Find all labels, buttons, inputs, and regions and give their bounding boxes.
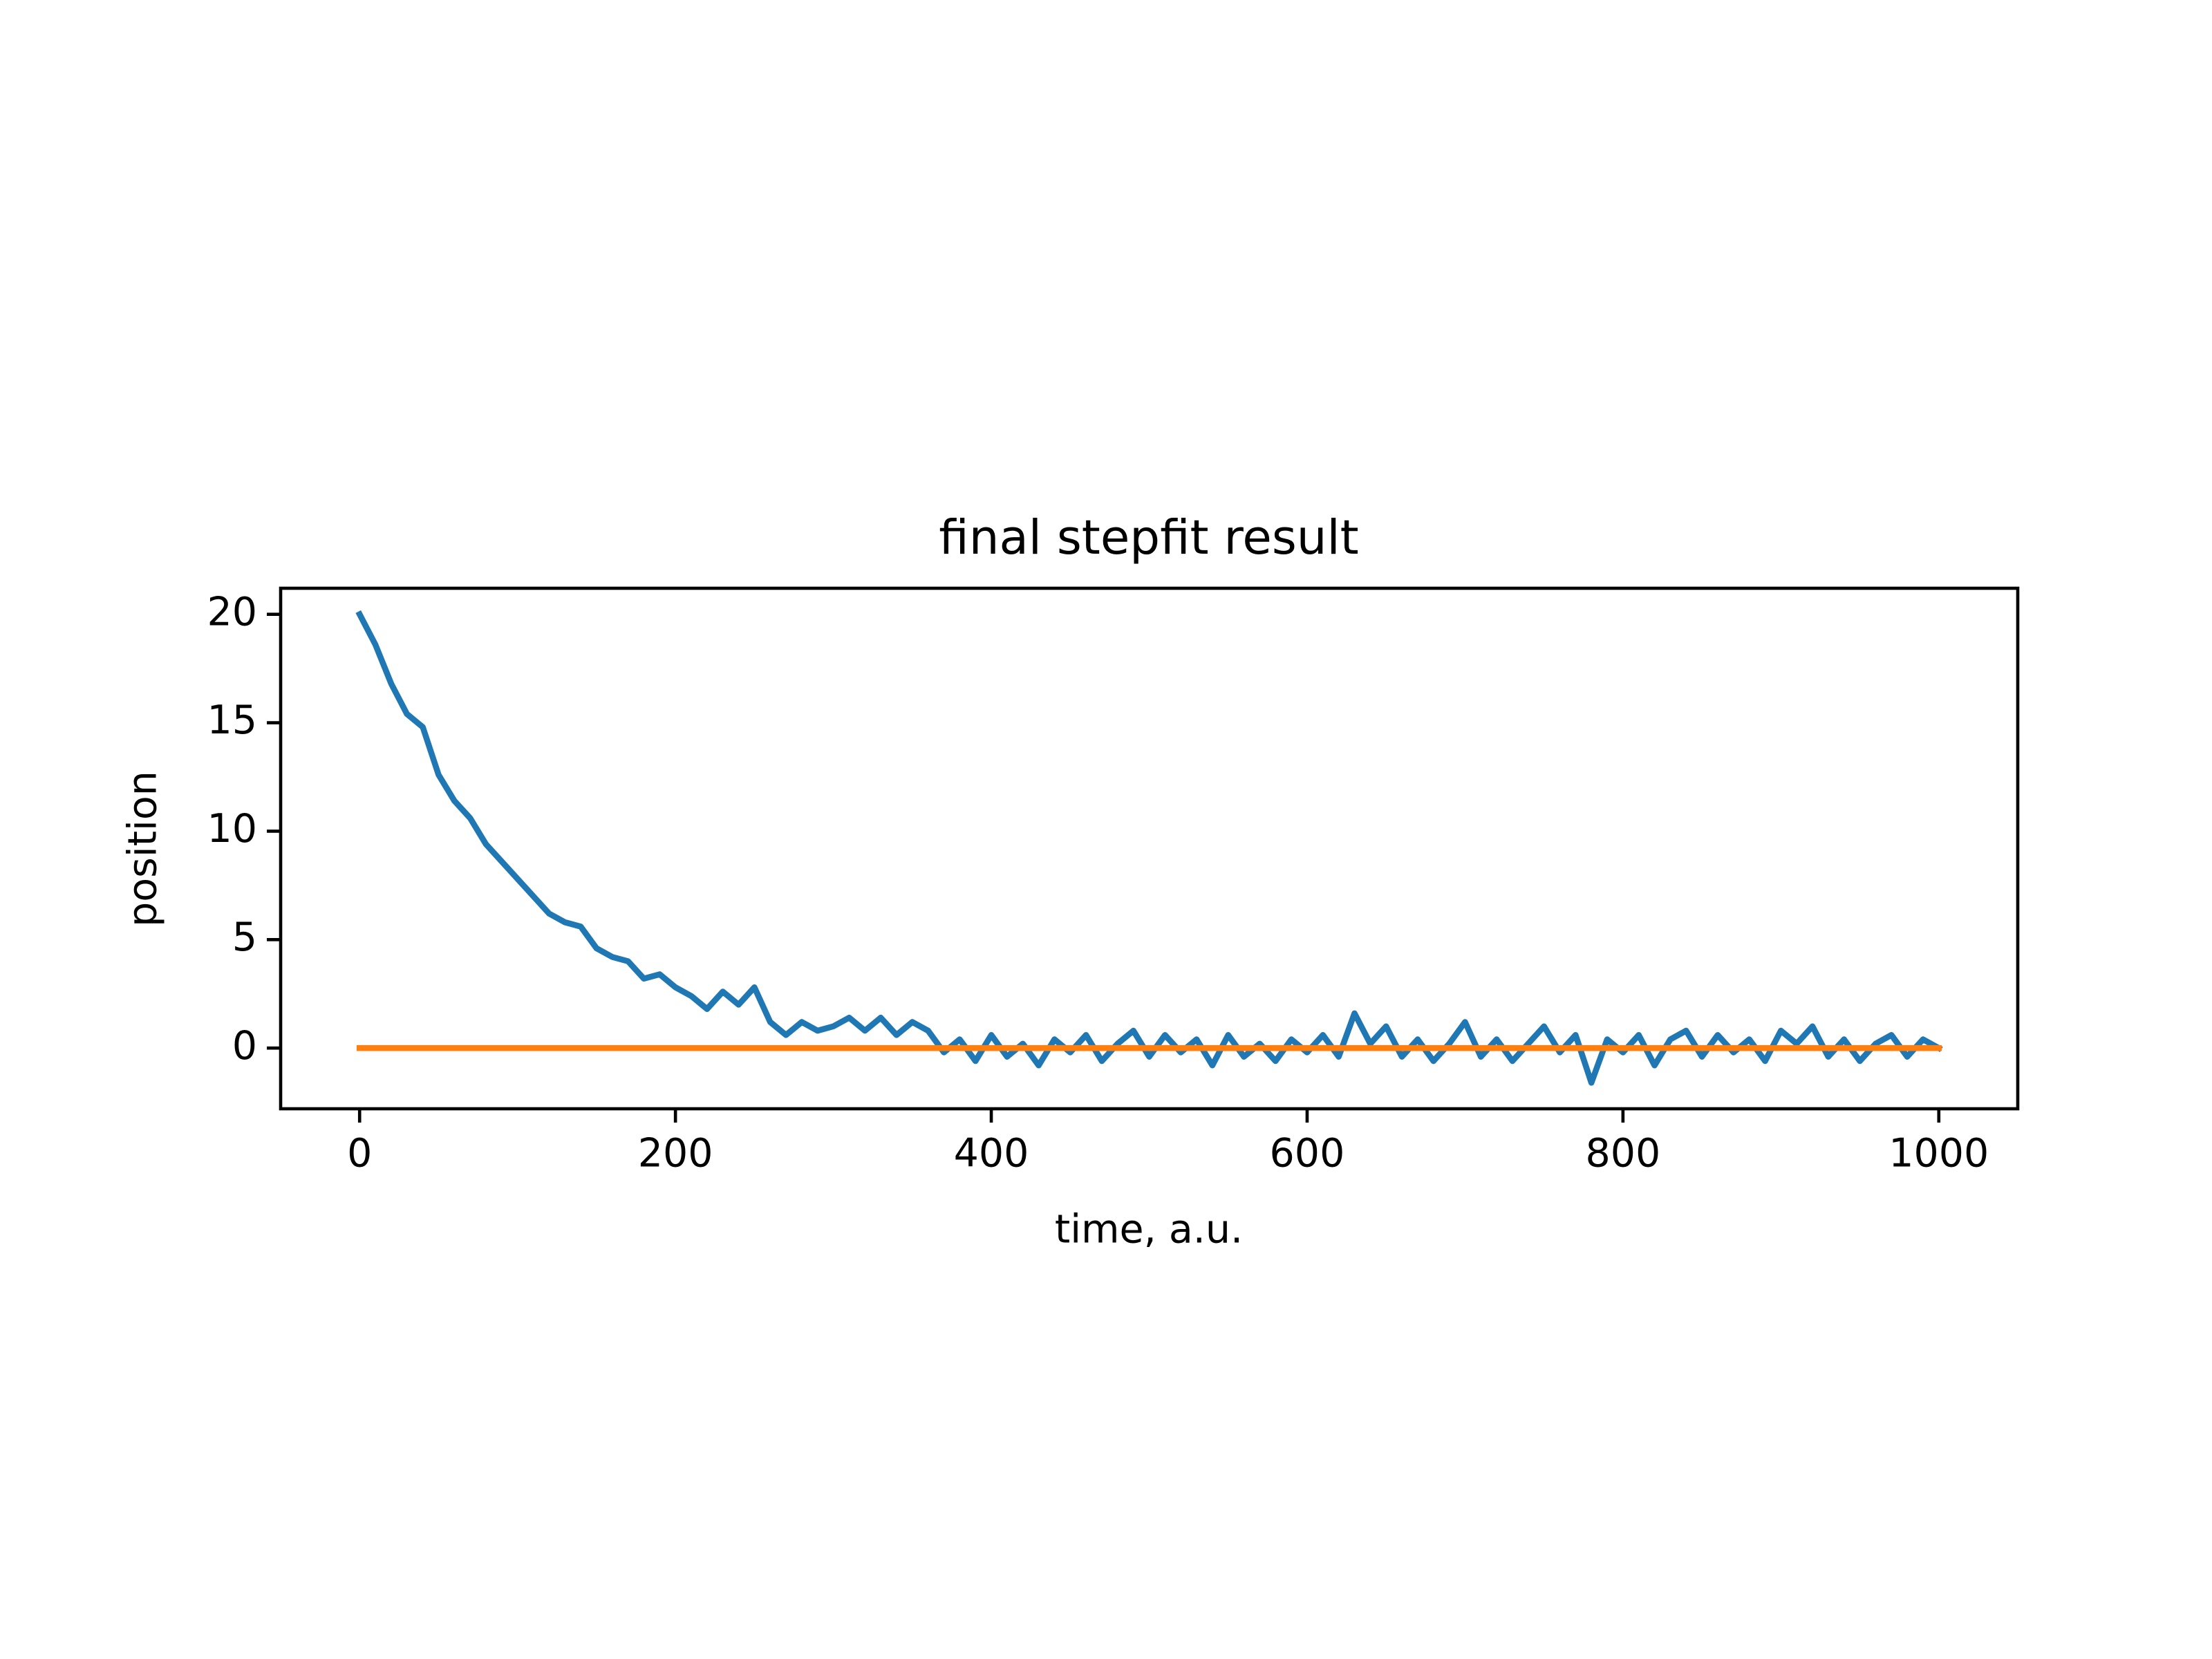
- x-tick-label: 0: [347, 1131, 372, 1177]
- y-tick-label: 0: [232, 1023, 257, 1069]
- y-tick-label: 5: [232, 915, 257, 960]
- x-tick-label: 800: [1585, 1131, 1660, 1177]
- y-axis-label: position: [120, 771, 166, 927]
- y-tick-label: 10: [207, 806, 257, 852]
- x-tick-label: 400: [954, 1131, 1029, 1177]
- x-tick-label: 200: [638, 1131, 713, 1177]
- x-axis-label: time, a.u.: [1055, 1207, 1243, 1253]
- y-tick-label: 15: [207, 697, 257, 743]
- x-tick-label: 1000: [1888, 1131, 1989, 1177]
- data-line: [355, 610, 1943, 1086]
- chart-title: final stepfit result: [939, 510, 1359, 565]
- x-tick-label: 600: [1270, 1131, 1345, 1177]
- y-tick-label: 20: [207, 589, 257, 635]
- plot-frame: [279, 586, 2020, 1111]
